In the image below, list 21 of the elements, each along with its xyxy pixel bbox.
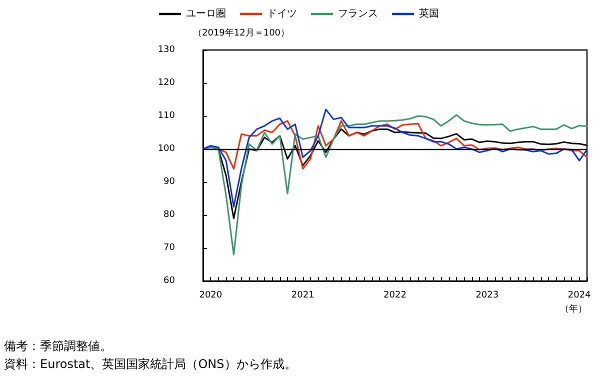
y-tick-label: 70 xyxy=(164,243,176,253)
x-tick-label: 2022 xyxy=(384,290,406,300)
y-tick-label: 90 xyxy=(164,177,176,187)
text: 備考：季節調整値。 xyxy=(4,339,112,353)
y-tick-label: 60 xyxy=(164,276,176,286)
y-axis-title: （2019年12月＝100） xyxy=(193,28,290,38)
x-tick-label: 2024 xyxy=(568,290,592,300)
legend-label: 英国 xyxy=(419,8,439,20)
x-tick-label: 2020 xyxy=(199,290,222,300)
y-tick-label: 110 xyxy=(158,111,176,121)
x-tick-label: 2021 xyxy=(291,290,314,300)
text: 資料：Eurostat、英国国家統計局（ONS）から作成。 xyxy=(4,357,296,371)
x-tick-label: 2023 xyxy=(476,290,499,300)
legend-label: ユーロ圏 xyxy=(186,8,226,20)
x-axis-title: （年） xyxy=(560,304,587,314)
y-tick-label: 130 xyxy=(158,45,176,55)
y-tick-label: 100 xyxy=(158,144,176,154)
legend-label: フランス xyxy=(338,8,378,20)
legend-label: ドイツ xyxy=(267,8,297,20)
y-tick-label: 120 xyxy=(158,78,176,88)
y-tick-label: 80 xyxy=(164,210,176,220)
